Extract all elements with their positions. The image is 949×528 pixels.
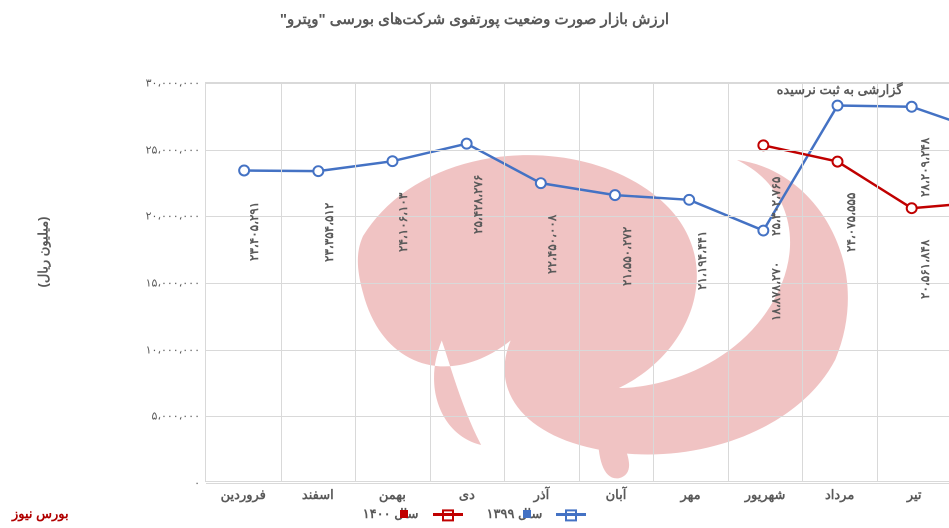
series-marker [239, 166, 249, 176]
gridline-vertical [355, 83, 356, 481]
y-tick-label: ۱۰،۰۰۰،۰۰۰ [146, 343, 206, 356]
gridline-vertical [430, 83, 431, 481]
gridline-vertical [281, 83, 282, 481]
x-tick-label: دی [459, 481, 475, 503]
data-label: ۲۵،۴۲۸،۲۷۶ [471, 175, 485, 234]
y-axis-label: (میلیون ریال) [35, 217, 51, 288]
gridline-horizontal [206, 283, 949, 284]
data-label: ۱۸،۸۷۸،۲۷۰ [769, 262, 783, 321]
annotation: گزارشی به ثبت نرسیده [777, 82, 903, 98]
series-marker [684, 195, 694, 205]
legend-item: سال ۱۴۰۰ [363, 506, 463, 522]
x-tick-label: فروردین [221, 481, 266, 503]
data-label: ۲۴،۰۷۵،۵۵۵ [844, 193, 858, 252]
legend-label: سال ۱۴۰۰ [363, 506, 419, 522]
y-tick-label: ۲۵،۰۰۰،۰۰۰ [146, 143, 206, 156]
y-tick-label: ۱۵،۰۰۰،۰۰۰ [146, 277, 206, 290]
series-marker [758, 226, 768, 236]
data-label: ۲۳،۴۰۵،۲۹۱ [247, 202, 261, 261]
x-tick-label: آبان [606, 481, 627, 503]
data-label: ۲۴،۱۰۶،۱۰۳ [396, 192, 410, 251]
watermark-text: بورس نیوز [12, 506, 69, 522]
x-tick-label: تیر [907, 481, 922, 503]
x-tick-label: آذر [534, 481, 550, 503]
series-marker [388, 156, 398, 166]
gridline-vertical [504, 83, 505, 481]
y-tick-label: ٠ [194, 477, 206, 490]
series-marker [313, 166, 323, 176]
x-tick-label: اسفند [302, 481, 334, 503]
gridline-horizontal [206, 416, 949, 417]
watermark-graphic [304, 103, 894, 483]
data-label: ۲۲،۴۵۰،۰۰۸ [545, 214, 559, 273]
chart-container: ارزش بازار صورت وضعیت پورتفوی شرکت‌های ب… [0, 0, 949, 528]
gridline-vertical [728, 83, 729, 481]
chart-title: ارزش بازار صورت وضعیت پورتفوی شرکت‌های ب… [20, 10, 929, 28]
y-tick-label: ۵،۰۰۰،۰۰۰ [152, 410, 206, 423]
series-marker [833, 157, 843, 167]
gridline-vertical [653, 83, 654, 481]
y-tick-label: ۳۰،۰۰۰،۰۰۰ [146, 77, 206, 90]
gridline-horizontal [206, 150, 949, 151]
gridline-horizontal [206, 216, 949, 217]
series-marker [610, 190, 620, 200]
series-marker [462, 139, 472, 149]
x-tick-label: شهریور [745, 481, 786, 503]
chart-lines [206, 83, 949, 481]
x-tick-label: بهمن [379, 481, 406, 503]
plot-area: ٠۵،۰۰۰،۰۰۰۱۰،۰۰۰،۰۰۰۱۵،۰۰۰،۰۰۰۲۰،۰۰۰،۰۰۰… [205, 82, 949, 482]
gridline-vertical [802, 83, 803, 481]
y-tick-label: ۲۰،۰۰۰،۰۰۰ [146, 210, 206, 223]
series-marker [833, 101, 843, 111]
legend: سال ۱۳۹۹ سال ۱۴۰۰ [0, 504, 949, 523]
data-label: ۲۰،۵۶۱،۸۴۸ [918, 240, 932, 299]
series-marker [907, 102, 917, 112]
x-tick-label: مرداد [825, 481, 854, 503]
gridline-vertical [579, 83, 580, 481]
legend-item: سال ۱۳۹۹ [487, 506, 587, 522]
data-label: ۲۵،۳۰۲،۷۶۵ [769, 176, 783, 235]
data-label: ۲۸،۲۰۹،۲۴۸ [918, 138, 932, 197]
series-marker [536, 178, 546, 188]
gridline-horizontal [206, 350, 949, 351]
legend-label: سال ۱۳۹۹ [487, 506, 543, 522]
data-label: ۲۱،۱۹۴،۴۴۱ [695, 231, 709, 290]
series-marker [907, 203, 917, 213]
data-label: ۲۱،۵۵۰،۲۷۲ [620, 226, 634, 285]
data-label: ۲۳،۳۵۴،۵۱۲ [322, 202, 336, 261]
x-tick-label: مهر [680, 481, 700, 503]
gridline-vertical [877, 83, 878, 481]
